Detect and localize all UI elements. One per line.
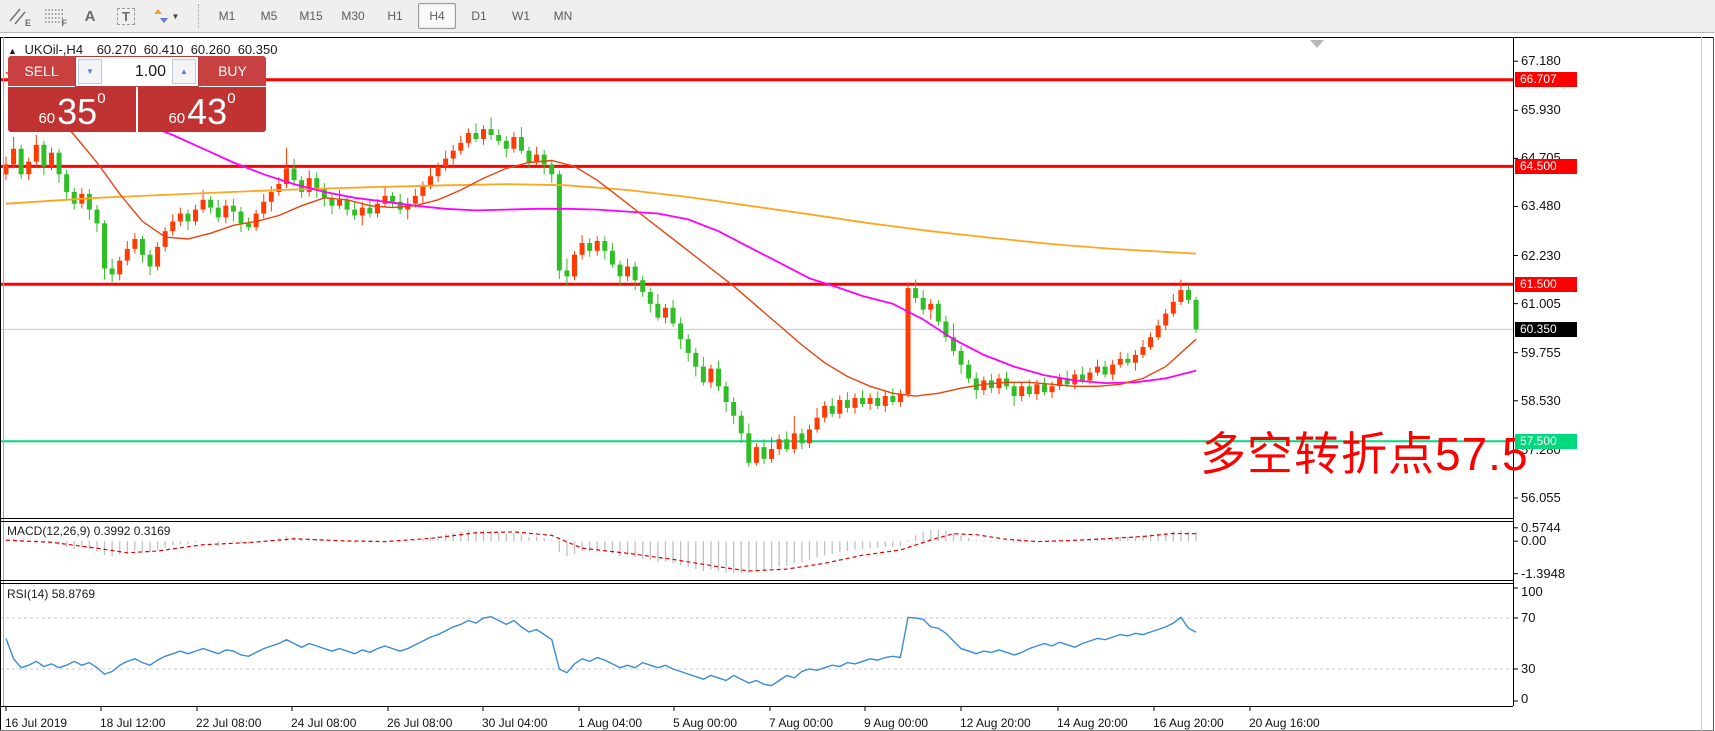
time-axis-label: 22 Jul 08:00	[196, 716, 262, 730]
time-axis-label: 16 Jul 2019	[5, 716, 68, 730]
time-axis-label: 20 Aug 16:00	[1249, 716, 1320, 730]
text-tool-button[interactable]: A	[73, 2, 107, 30]
channel-lines-icon	[8, 7, 28, 25]
sell-price-big: 35	[57, 91, 98, 132]
buy-price-big: 43	[187, 91, 228, 132]
timeframe-button-w1[interactable]: W1	[512, 9, 530, 23]
sort-arrows-icon	[153, 8, 169, 24]
chart-title: ▲ UKOil-,H4 60.270 60.410 60.260 60.350	[8, 42, 277, 57]
text-label-tool-button[interactable]: T	[109, 2, 143, 30]
time-axis[interactable]: 16 Jul 2019 18 Jul 12:00 22 Jul 08:00 24 Ju…	[0, 707, 1715, 731]
time-axis-label: 26 Jul 08:00	[387, 716, 453, 730]
chart-annotation-text: 多空转折点57.5	[1200, 428, 1529, 480]
buy-price-prefix: 60	[168, 110, 186, 127]
time-axis-label: 7 Aug 00:00	[769, 716, 834, 730]
macd-values: 0.3992 0.3169	[93, 524, 171, 538]
buy-price[interactable]: 60 43 0	[138, 87, 266, 132]
volume-increase-button[interactable]: ▲	[172, 59, 196, 84]
quote-low: 60.260	[190, 42, 231, 57]
timeframe-button-h1[interactable]: H1	[387, 9, 403, 23]
collapse-triangle-icon: ▲	[8, 46, 17, 56]
time-axis-label: 24 Jul 08:00	[291, 716, 357, 730]
buy-price-sup: 0	[227, 90, 236, 107]
timeframe-group: M1 M5 M15 M30 H1 H4 D1 W1 MN	[206, 3, 584, 29]
up-arrow-icon: ▲	[180, 67, 188, 76]
toolbar-separator	[198, 4, 200, 28]
chart-canvas[interactable]	[0, 37, 1715, 731]
quote-high: 60.410	[143, 42, 184, 57]
equidistant-channel-tool-button[interactable]: E	[1, 2, 35, 30]
sell-button[interactable]: SELL	[8, 56, 75, 87]
quote-open: 60.270	[96, 42, 137, 57]
time-axis-label: 30 Jul 04:00	[482, 716, 548, 730]
timeframe-button-h4[interactable]: H4	[418, 3, 456, 29]
time-axis-label: 1 Aug 04:00	[578, 716, 643, 730]
boxed-t-icon: T	[117, 7, 135, 25]
timeframe-button-m30[interactable]: M30	[341, 9, 365, 23]
timeframe-button-d1[interactable]: D1	[471, 9, 487, 23]
rsi-label: RSI(14) 58.8769	[7, 587, 96, 601]
arrows-tool-button[interactable]: ▼	[145, 2, 187, 30]
sell-price-prefix: 60	[38, 110, 56, 127]
volume-decrease-button[interactable]: ▼	[78, 59, 102, 84]
volume-input[interactable]	[104, 57, 170, 86]
sell-price-sup: 0	[97, 90, 106, 107]
buy-button[interactable]: BUY	[199, 56, 266, 87]
macd-label: MACD(12,26,9) 0.3992 0.3169	[7, 524, 171, 538]
fibonacci-tool-button[interactable]: F	[37, 2, 71, 30]
time-axis-label: 18 Jul 12:00	[100, 716, 166, 730]
volume-spinner: ▼ ▲	[75, 56, 199, 87]
quote-close: 60.350	[237, 42, 278, 57]
rsi-value: 58.8769	[51, 587, 96, 601]
timeframe-button-m5[interactable]: M5	[260, 9, 278, 23]
time-axis-label: 5 Aug 00:00	[673, 716, 738, 730]
symbol-period-label: UKOil-,H4	[24, 42, 84, 57]
chart-window: ▲ UKOil-,H4 60.270 60.410 60.260 60.350 …	[0, 37, 1714, 731]
toolbar: E F A T ▼ M1 M5 M15 M30 H1 H4 D1 W1 MN	[0, 0, 1715, 33]
time-axis-label: 14 Aug 20:00	[1057, 716, 1128, 730]
sell-price[interactable]: 60 35 0	[8, 87, 136, 132]
down-arrow-icon: ▼	[86, 67, 94, 76]
time-axis-label: 12 Aug 20:00	[960, 716, 1031, 730]
timeframe-button-mn[interactable]: MN	[553, 9, 573, 23]
timeframe-button-m15[interactable]: M15	[299, 9, 323, 23]
time-axis-label: 9 Aug 00:00	[864, 716, 929, 730]
dropdown-caret-icon: ▼	[171, 11, 180, 21]
time-axis-label: 16 Aug 20:00	[1153, 716, 1224, 730]
letter-a-icon: A	[84, 7, 96, 25]
one-click-trading-panel: SELL ▼ ▲ BUY 60 35 0 60 43 0	[8, 56, 266, 132]
timeframe-button-m1[interactable]: M1	[218, 9, 236, 23]
